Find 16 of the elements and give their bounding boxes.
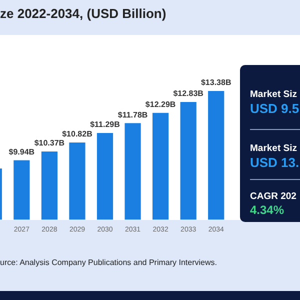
- text: USD 9.5: [250, 101, 300, 116]
- data-label: $11.78B: [118, 110, 148, 120]
- data-label: $13.38B: [200, 78, 232, 88]
- data-label: $12.29B: [145, 100, 176, 110]
- chart-title: ze 2022-2034, (USD Billion): [0, 6, 166, 21]
- data-label: $11.29B: [90, 120, 120, 130]
- text: USD 13.: [250, 155, 300, 170]
- annotation: urce: Analysis Company Publications and Primary Interviews.: [0, 258, 217, 267]
- data-label: $9.94B: [8, 147, 35, 156]
- text: Market Siz: [250, 143, 297, 154]
- text: 4.34%: [250, 203, 284, 217]
- data-label: $10.37B: [34, 138, 65, 148]
- text: CAGR 202: [250, 191, 296, 202]
- text: Market Siz: [250, 89, 297, 100]
- data-label: $10.82B: [62, 130, 93, 139]
- data-label: $12.83B: [173, 89, 204, 98]
